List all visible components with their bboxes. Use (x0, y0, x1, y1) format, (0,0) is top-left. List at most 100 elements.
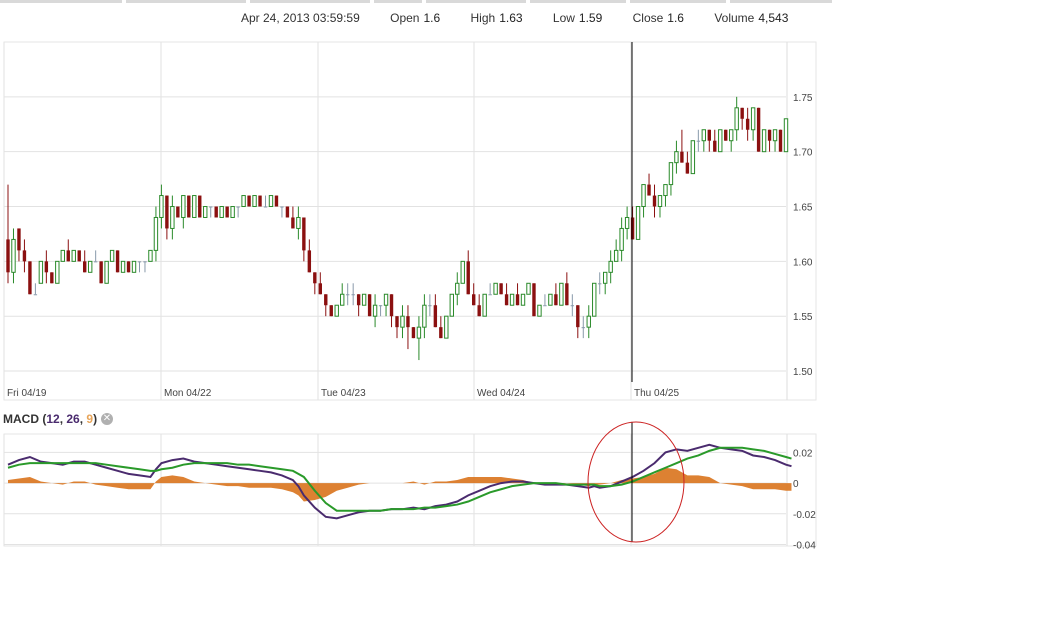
candle (159, 184, 164, 229)
candle (126, 261, 131, 273)
candle (181, 195, 186, 229)
candle (690, 140, 696, 175)
price-y-axis: 1.75 1.70 1.65 1.60 1.55 1.50 (793, 93, 813, 378)
candle-body (230, 206, 235, 218)
candle (22, 239, 27, 273)
candle (324, 294, 328, 317)
candle (395, 316, 399, 339)
candle-body (559, 282, 564, 306)
candle-body (318, 283, 322, 295)
macd-y-axis: 0.02 0 -0.02 -0.04 (793, 448, 816, 551)
candle (674, 140, 679, 174)
candle (268, 195, 274, 208)
candle-body (696, 140, 701, 142)
top-tab-strip (0, 0, 832, 4)
candle (570, 294, 575, 317)
candle-body (433, 305, 438, 328)
candle (60, 249, 65, 262)
candle-body (361, 293, 367, 306)
candle-body (554, 294, 558, 306)
candle (230, 206, 235, 218)
candle-body (33, 294, 38, 296)
candle (663, 184, 668, 207)
candle-body (247, 195, 251, 207)
candle-body (581, 327, 585, 329)
candle (203, 206, 208, 218)
close-icon[interactable]: ✕ (101, 413, 113, 425)
candle (99, 261, 103, 284)
candle-body (345, 294, 350, 296)
candle (33, 283, 38, 296)
candle (477, 294, 481, 317)
high-value: 1.63 (499, 11, 523, 25)
candle-body (120, 260, 126, 273)
candle (55, 260, 60, 284)
candle-body (153, 216, 159, 251)
candle (783, 118, 789, 153)
candle-body (690, 140, 696, 175)
macd-panel-frame (3, 433, 817, 547)
candle-body (647, 184, 651, 196)
candle-body (422, 304, 427, 328)
price-x-axis: Fri 04/19 Mon 04/22 Tue 04/23 Wed 04/24 Thu … (7, 388, 679, 399)
candle-body (137, 261, 142, 263)
candle (198, 195, 202, 218)
candle (285, 206, 290, 218)
candle (104, 260, 109, 284)
candle-body (351, 294, 355, 296)
candle (565, 272, 569, 306)
candle-body (143, 261, 147, 263)
candle (613, 239, 619, 262)
candle-body (126, 261, 131, 273)
candle-body (608, 260, 613, 273)
candle (652, 184, 657, 218)
candle-body (400, 315, 405, 328)
macd-indicator-label: MACD (12, 26, 9) (3, 412, 98, 426)
candle (701, 129, 707, 152)
candle-body (586, 315, 591, 328)
candle-body (87, 260, 93, 273)
candle (696, 129, 701, 152)
price-panel-frame (3, 41, 817, 401)
candle-body (657, 195, 663, 208)
candle (115, 250, 120, 273)
candle (291, 206, 295, 229)
candle-body (761, 129, 767, 153)
candle (187, 195, 191, 218)
candle (192, 195, 197, 218)
candle-body (734, 107, 739, 131)
candle-body (674, 151, 679, 164)
candle-body (17, 228, 21, 251)
candle-body (624, 216, 630, 229)
candle (767, 129, 772, 152)
candle (455, 272, 460, 306)
candle-body (274, 195, 279, 207)
candle-body (767, 129, 772, 141)
candle (247, 195, 251, 207)
candle (729, 129, 734, 152)
candle (647, 173, 651, 196)
candle (383, 293, 389, 317)
macd-lines (7, 443, 792, 520)
macd-y-tick-label: -0.02 (793, 510, 816, 521)
open-label: Open (390, 11, 420, 25)
candle (148, 249, 153, 262)
candle (598, 272, 602, 295)
candle-body (565, 283, 569, 306)
candle-body (131, 260, 137, 273)
macd-y-tick-label: -0.04 (793, 540, 816, 551)
candle (153, 206, 159, 262)
candle (28, 261, 32, 295)
price-y-tick-label: 1.75 (793, 93, 813, 104)
macd-param-fast: 12 (46, 412, 60, 426)
candle (356, 294, 361, 317)
readout-datetime: Apr 24, 2013 03:59:59 (241, 11, 360, 25)
candle-body (707, 129, 711, 141)
candle-body (389, 294, 394, 317)
candle-body (750, 107, 756, 131)
candle (543, 294, 547, 307)
candle (449, 293, 454, 317)
candle (740, 107, 744, 130)
candle-body (302, 217, 306, 251)
